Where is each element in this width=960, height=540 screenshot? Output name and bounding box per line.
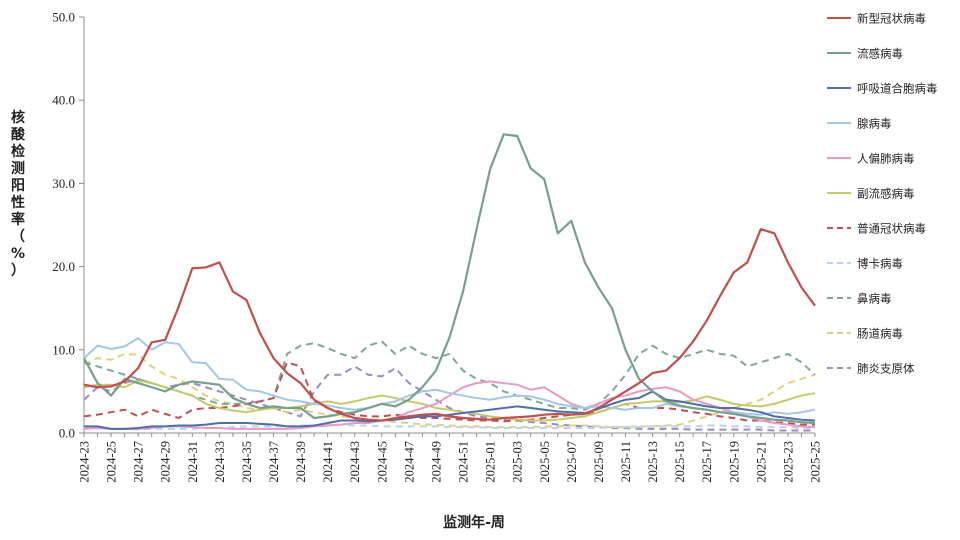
series-line-3 xyxy=(84,390,816,430)
legend-label: 副流感病毒 xyxy=(857,187,915,201)
x-tick-label: 2025-15 xyxy=(673,441,687,483)
series-line-2 xyxy=(83,133,816,425)
x-axis-title: 监测年-周 xyxy=(443,514,505,531)
y-tick-label: 0.0 xyxy=(59,426,75,441)
legend-label: 流感病毒 xyxy=(857,47,903,61)
x-tick-label: 2025-11 xyxy=(619,441,633,482)
y-axis-title: 核酸检测阳性率（%） xyxy=(11,109,26,279)
x-tick-label: 2024-25 xyxy=(105,441,119,483)
y-tick-label: 30.0 xyxy=(52,176,75,191)
legend-label: 人偏肺病毒 xyxy=(857,152,915,166)
x-tick-label: 2025-01 xyxy=(484,441,498,483)
x-tick-label: 2025-21 xyxy=(754,441,768,483)
x-tick-label: 2024-27 xyxy=(132,441,146,483)
x-axis: 2024-23 2024-25 2024-27 2024-29 2024-31 2024-… xyxy=(78,432,823,483)
x-tick-label: 2024-45 xyxy=(375,441,389,483)
legend-label: 肠道病毒 xyxy=(857,327,903,341)
x-tick-label: 2024-51 xyxy=(457,441,471,483)
y-tick-label: 40.0 xyxy=(52,93,75,108)
legend: 新型冠状病毒流感病毒呼吸道合胞病毒腺病毒人偏肺病毒副流感病毒普通冠状病毒博卡病毒… xyxy=(827,12,938,376)
legend-label: 普通冠状病毒 xyxy=(857,222,926,236)
series-line-5 xyxy=(83,380,816,430)
series-line-9 xyxy=(83,340,816,411)
x-tick-label: 2024-31 xyxy=(186,441,200,483)
x-tick-label: 2024-49 xyxy=(429,441,443,483)
x-tick-label: 2025-23 xyxy=(781,441,795,483)
y-tick-label: 10.0 xyxy=(52,342,75,357)
x-tick-label: 2024-29 xyxy=(159,441,173,483)
legend-label: 肺炎支原体 xyxy=(857,362,915,376)
legend-label: 呼吸道合胞病毒 xyxy=(857,82,938,96)
x-tick-label: 2025-03 xyxy=(511,441,525,483)
x-tick-label: 2024-23 xyxy=(78,441,92,483)
x-tick-label: 2025-05 xyxy=(538,441,552,483)
series-line-7 xyxy=(83,361,815,426)
x-tick-label: 2024-35 xyxy=(240,441,254,483)
x-tick-label: 2024-37 xyxy=(267,441,281,483)
series-line-1 xyxy=(83,228,816,422)
legend-label: 腺病毒 xyxy=(857,117,892,131)
series-lines xyxy=(83,133,816,432)
x-tick-label: 2025-19 xyxy=(727,441,741,483)
x-tick-label: 2025-13 xyxy=(646,441,660,483)
x-tick-label: 2025-09 xyxy=(592,441,606,483)
x-tick-label: 2024-39 xyxy=(294,441,308,483)
y-tick-label: 20.0 xyxy=(52,259,75,274)
legend-label: 鼻病毒 xyxy=(857,292,892,306)
x-tick-label: 2024-41 xyxy=(321,441,335,483)
x-tick-label: 2024-33 xyxy=(213,441,227,483)
legend-label: 新型冠状病毒 xyxy=(857,12,926,26)
x-tick-label: 2025-25 xyxy=(809,441,823,483)
x-tick-label: 2025-07 xyxy=(565,441,579,483)
legend-label: 博卡病毒 xyxy=(857,257,903,271)
y-axis: 0.0 10.0 20.0 30.0 40.0 50.0 xyxy=(52,10,85,441)
x-tick-label: 2025-17 xyxy=(700,441,714,483)
series-line-11 xyxy=(83,365,815,432)
y-tick-label: 50.0 xyxy=(52,10,75,25)
series-line-10 xyxy=(83,352,816,429)
x-tick-label: 2024-47 xyxy=(402,441,416,483)
x-tick-label: 2024-43 xyxy=(348,441,362,483)
